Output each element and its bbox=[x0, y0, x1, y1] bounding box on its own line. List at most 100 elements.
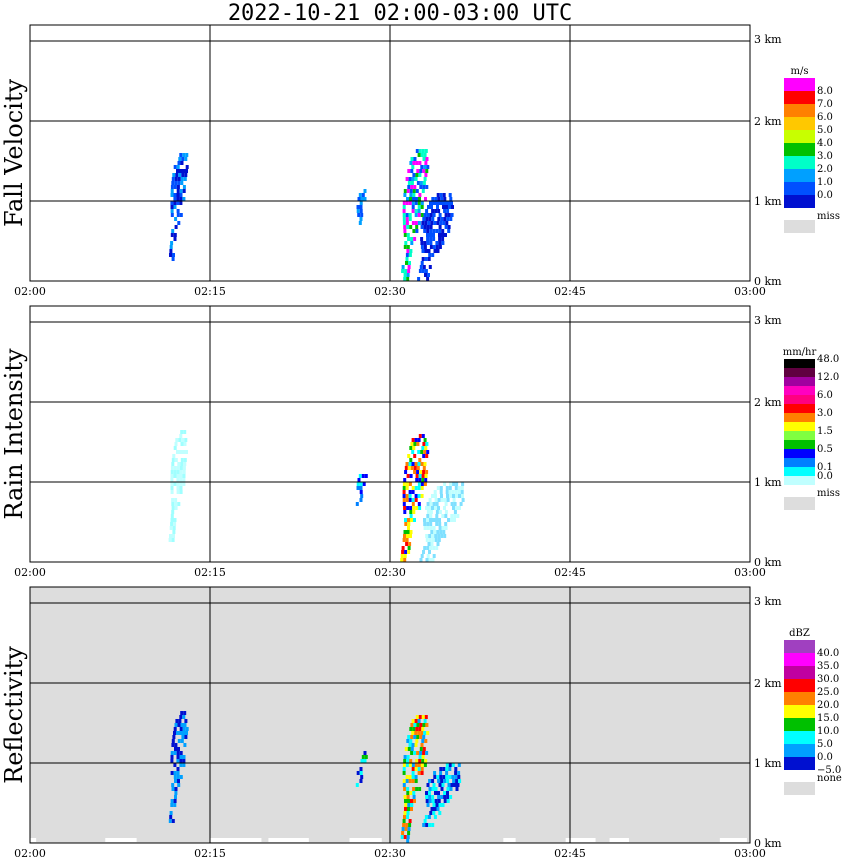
echo-cell bbox=[430, 807, 434, 811]
echo-cell bbox=[455, 787, 459, 791]
echo-cell bbox=[170, 514, 174, 518]
echo-cell bbox=[411, 719, 415, 723]
echo-cell bbox=[355, 783, 359, 787]
legend-swatch bbox=[784, 143, 815, 156]
echo-cell bbox=[177, 739, 181, 743]
legend-swatch bbox=[784, 156, 815, 169]
echo-cell bbox=[447, 518, 450, 522]
echo-cell bbox=[420, 213, 424, 217]
echo-cell bbox=[170, 193, 174, 197]
echo-cell bbox=[452, 482, 456, 486]
echo-cell bbox=[438, 225, 442, 229]
legend-swatch bbox=[784, 718, 815, 731]
echo-cell bbox=[418, 458, 422, 462]
legend-swatch bbox=[784, 169, 815, 182]
echo-cell bbox=[409, 759, 413, 763]
echo-cell bbox=[179, 763, 183, 767]
echo-cell bbox=[184, 157, 188, 161]
legend-label: 8.0 bbox=[817, 86, 833, 97]
echo-cell bbox=[447, 201, 450, 205]
echo-cell bbox=[422, 157, 426, 161]
legend-swatch bbox=[784, 117, 815, 130]
echo-cell bbox=[403, 815, 406, 819]
echo-cell bbox=[420, 743, 424, 747]
echo-cell bbox=[438, 783, 442, 787]
echo-cell bbox=[174, 747, 177, 751]
echo-cell bbox=[359, 205, 363, 209]
echo-cell bbox=[426, 514, 430, 518]
echo-cell bbox=[460, 486, 464, 490]
legend-label: 0.5 bbox=[817, 444, 833, 455]
echo-cell bbox=[444, 225, 448, 229]
echo-cell bbox=[420, 205, 424, 209]
echo-cell bbox=[405, 498, 409, 502]
echo-cell bbox=[453, 783, 457, 787]
echo-cell bbox=[426, 241, 430, 245]
legend-swatch bbox=[784, 78, 815, 91]
legend-missing-label: none bbox=[817, 773, 842, 784]
echo-cell bbox=[403, 229, 407, 233]
echo-cell bbox=[424, 474, 428, 478]
x-tick-label: 02:15 bbox=[194, 847, 226, 860]
echo-cell bbox=[174, 779, 177, 783]
echo-cell bbox=[403, 811, 407, 815]
echo-cell bbox=[410, 747, 414, 751]
surface-gap bbox=[252, 838, 262, 842]
echo-cell bbox=[453, 510, 457, 514]
echo-cell bbox=[168, 538, 172, 542]
echo-cell bbox=[438, 241, 442, 245]
echo-cell bbox=[433, 815, 437, 819]
echo-cell bbox=[441, 783, 445, 787]
echo-cell bbox=[411, 771, 415, 775]
echo-cell bbox=[436, 486, 440, 490]
echo-cell bbox=[436, 205, 439, 209]
echo-cell bbox=[171, 739, 175, 743]
echo-cell bbox=[174, 502, 178, 506]
echo-cell bbox=[422, 723, 426, 727]
echo-cell bbox=[403, 787, 407, 791]
echo-cell bbox=[454, 486, 458, 490]
echo-cell bbox=[434, 209, 438, 213]
echo-cell bbox=[428, 265, 432, 269]
legend-label: 5.0 bbox=[817, 125, 833, 136]
echo-cell bbox=[424, 478, 428, 482]
echo-cell bbox=[363, 759, 367, 763]
echo-cell bbox=[182, 466, 186, 470]
echo-cell bbox=[432, 245, 436, 249]
echo-cell bbox=[443, 534, 447, 538]
echo-cell bbox=[410, 169, 414, 173]
echo-cell bbox=[436, 775, 440, 779]
echo-cell bbox=[179, 193, 183, 197]
echo-cell bbox=[174, 498, 178, 502]
echo-cell bbox=[179, 169, 182, 173]
echo-cell bbox=[177, 221, 181, 225]
legend-swatch bbox=[784, 757, 815, 770]
echo-cell bbox=[414, 201, 418, 205]
echo-cell bbox=[443, 209, 447, 213]
echo-cell bbox=[409, 446, 413, 450]
echo-cell bbox=[417, 438, 421, 442]
echo-cell bbox=[429, 510, 433, 514]
echo-cell bbox=[359, 217, 363, 221]
echo-cell bbox=[458, 494, 461, 498]
echo-cell bbox=[415, 189, 419, 193]
echo-cell bbox=[174, 795, 177, 799]
echo-cell bbox=[185, 450, 188, 454]
echo-cell bbox=[413, 735, 417, 739]
legend-swatch bbox=[784, 386, 815, 395]
echo-cell bbox=[458, 506, 461, 510]
echo-cell bbox=[426, 518, 429, 522]
echo-cell bbox=[173, 751, 177, 755]
echo-cell bbox=[411, 502, 415, 506]
echo-cell bbox=[410, 237, 414, 241]
echo-cell bbox=[429, 241, 433, 245]
echo-cell bbox=[363, 751, 367, 755]
echo-cell bbox=[179, 189, 183, 193]
echo-cell bbox=[417, 502, 421, 506]
echo-cell bbox=[171, 257, 175, 261]
plot-frame bbox=[29, 24, 751, 282]
legend-missing-label: miss bbox=[817, 211, 840, 222]
echo-cell bbox=[177, 462, 181, 466]
echo-cell bbox=[416, 169, 420, 173]
legend-label: 1.5 bbox=[817, 426, 833, 437]
